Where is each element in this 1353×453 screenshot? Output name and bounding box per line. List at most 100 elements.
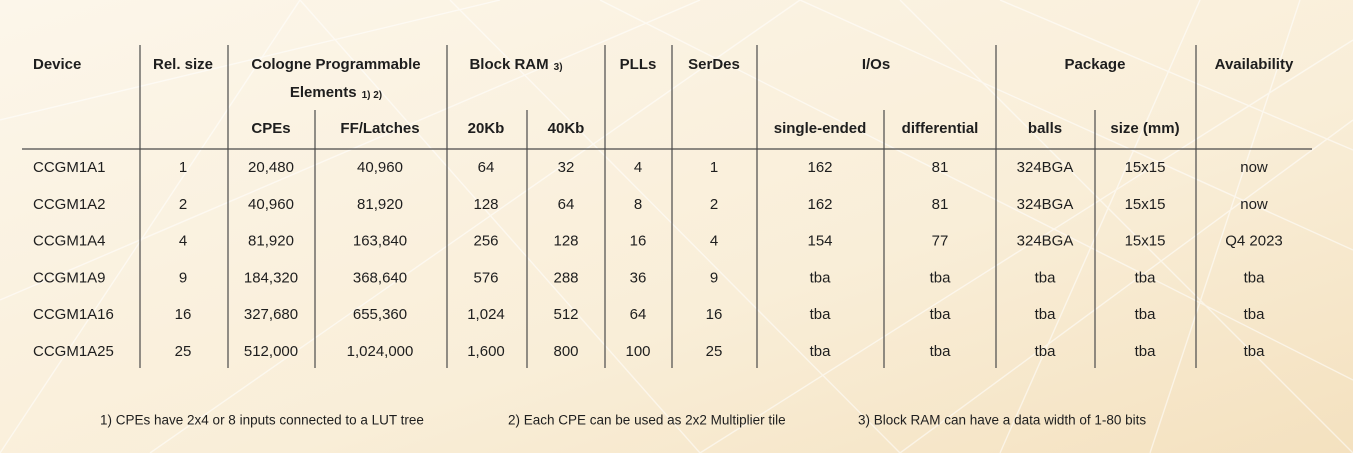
cell: 9 — [179, 269, 187, 286]
group-header: Package — [1065, 56, 1126, 73]
group-header: Rel. size — [153, 56, 213, 73]
group-header: Block RAM 3) — [469, 56, 562, 73]
cell: 4 — [634, 159, 642, 176]
cell: 4 — [179, 233, 187, 250]
cell: 162 — [807, 196, 832, 213]
cell: Q4 2023 — [1225, 233, 1283, 250]
cell: tba — [1244, 306, 1266, 323]
cell: 163,840 — [353, 233, 407, 250]
header-label: I/Os — [862, 56, 890, 73]
cell: 162 — [807, 159, 832, 176]
header-label: Elements — [290, 84, 357, 101]
cell: 9 — [710, 269, 718, 286]
cell: tba — [1244, 269, 1266, 286]
cell: tba — [1135, 343, 1157, 360]
cell: 64 — [558, 196, 575, 213]
cell: 1 — [179, 159, 187, 176]
cell: now — [1240, 196, 1268, 213]
cell: 40,960 — [357, 159, 403, 176]
cell: tba — [930, 343, 952, 360]
device-name: CCGM1A16 — [33, 306, 114, 323]
cell: 8 — [634, 196, 642, 213]
cell: 256 — [473, 233, 498, 250]
sub-header: 40Kb — [548, 120, 585, 137]
cell: 81,920 — [357, 196, 403, 213]
cell: 154 — [807, 233, 832, 250]
cell: 576 — [473, 269, 498, 286]
cell: tba — [810, 306, 832, 323]
cell: 4 — [710, 233, 718, 250]
cell: tba — [1135, 269, 1157, 286]
group-header: Device — [33, 56, 81, 73]
cell: tba — [1035, 269, 1057, 286]
cell: 128 — [553, 233, 578, 250]
header-note: 3) — [554, 62, 563, 73]
cell: 2 — [710, 196, 718, 213]
cell: 36 — [630, 269, 647, 286]
cell: 512 — [553, 306, 578, 323]
cell: 15x15 — [1125, 159, 1166, 176]
device-name: CCGM1A4 — [33, 233, 106, 250]
footnote: 2) Each CPE can be used as 2x2 Multiplie… — [508, 413, 786, 428]
device-name: CCGM1A2 — [33, 196, 106, 213]
cell: 64 — [630, 306, 647, 323]
group-header: SerDes — [688, 56, 740, 73]
header-label: SerDes — [688, 56, 740, 73]
cell: 40,960 — [248, 196, 294, 213]
group-header: Cologne Programmable — [251, 56, 420, 73]
header-label: Rel. size — [153, 56, 213, 73]
sub-header: 20Kb — [468, 120, 505, 137]
header-label: Cologne Programmable — [251, 56, 420, 73]
cell: tba — [930, 269, 952, 286]
cell: 128 — [473, 196, 498, 213]
cell: tba — [1035, 343, 1057, 360]
cell: 16 — [175, 306, 192, 323]
cell: tba — [1244, 343, 1266, 360]
cell: 15x15 — [1125, 196, 1166, 213]
cell: 368,640 — [353, 269, 407, 286]
cell: 16 — [630, 233, 647, 250]
cell: 25 — [175, 343, 192, 360]
cell: 100 — [625, 343, 650, 360]
cell: 324BGA — [1017, 233, 1074, 250]
sub-header: balls — [1028, 120, 1062, 137]
sub-header: CPEs — [251, 120, 290, 137]
cell: tba — [1035, 306, 1057, 323]
cell: 288 — [553, 269, 578, 286]
sub-header: size (mm) — [1110, 120, 1179, 137]
group-header: Elements 1) 2) — [290, 84, 382, 101]
group-header: I/Os — [862, 56, 890, 73]
cell: 81,920 — [248, 233, 294, 250]
cell: 324BGA — [1017, 196, 1074, 213]
cell: 25 — [706, 343, 723, 360]
cell: 20,480 — [248, 159, 294, 176]
device-name: CCGM1A9 — [33, 269, 106, 286]
cell: 512,000 — [244, 343, 298, 360]
cell: 2 — [179, 196, 187, 213]
sub-header: FF/Latches — [340, 120, 419, 137]
group-header: Availability — [1215, 56, 1294, 73]
cell: 81 — [932, 159, 949, 176]
cell: 327,680 — [244, 306, 298, 323]
footnote: 1) CPEs have 2x4 or 8 inputs connected t… — [100, 413, 424, 428]
header-label: PLLs — [620, 56, 657, 73]
table: Device Rel. size Cologne Programmable Eleme… — [22, 45, 1312, 428]
cell: 324BGA — [1017, 159, 1074, 176]
cell: 16 — [706, 306, 723, 323]
cell: 800 — [553, 343, 578, 360]
cell: now — [1240, 159, 1268, 176]
cell: 15x15 — [1125, 233, 1166, 250]
cell: 64 — [478, 159, 495, 176]
cell: tba — [810, 343, 832, 360]
cell: 184,320 — [244, 269, 298, 286]
sub-header: single-ended — [774, 120, 867, 137]
header-label: Device — [33, 56, 81, 73]
device-name: CCGM1A1 — [33, 159, 106, 176]
header-label: Availability — [1215, 56, 1294, 73]
cell: 81 — [932, 196, 949, 213]
cell: 1 — [710, 159, 718, 176]
cell: 1,600 — [467, 343, 505, 360]
